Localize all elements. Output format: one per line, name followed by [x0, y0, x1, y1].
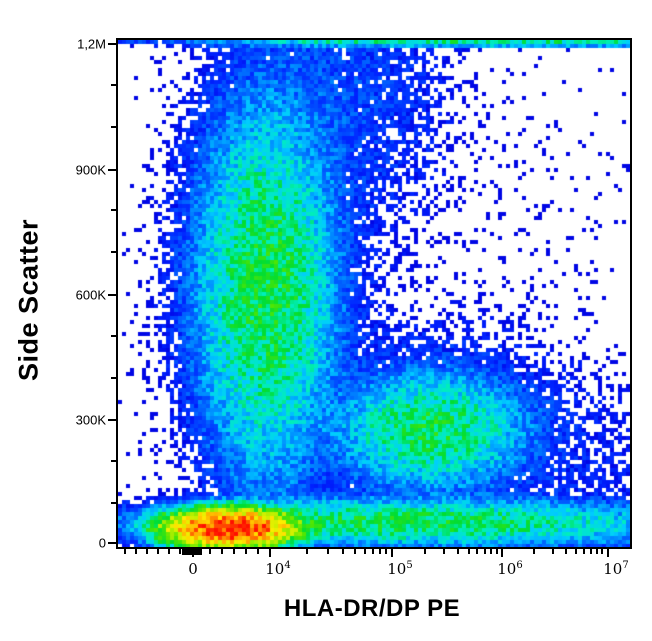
- y-major-tick: [108, 419, 116, 421]
- x-minor-tick: [157, 549, 159, 554]
- y-minor-tick: [111, 335, 116, 337]
- x-minor-tick: [443, 549, 445, 554]
- x-minor-tick: [179, 549, 181, 554]
- x-tick-label: 105: [387, 560, 413, 578]
- plot-frame: [116, 38, 632, 549]
- x-zero-cluster-tick: [190, 549, 192, 555]
- x-axis-title: HLA-DR/DP PE: [283, 595, 461, 622]
- x-minor-tick: [484, 549, 486, 554]
- x-zero-cluster-tick: [188, 549, 190, 555]
- x-minor-tick: [372, 549, 374, 554]
- x-minor-tick: [342, 549, 344, 554]
- x-minor-tick: [379, 549, 381, 554]
- x-minor-tick: [257, 549, 259, 554]
- y-major-tick: [108, 169, 116, 171]
- x-zero-cluster-tick: [182, 549, 184, 555]
- x-minor-tick: [135, 549, 137, 554]
- x-minor-tick: [590, 549, 592, 554]
- x-tick-label: 106: [497, 560, 523, 578]
- y-major-tick: [108, 43, 116, 45]
- x-zero-cluster-tick: [184, 549, 186, 555]
- y-tick-label: 300K: [75, 412, 106, 428]
- x-tick-label: 107: [603, 560, 629, 578]
- x-major-tick: [501, 549, 503, 557]
- x-tick-label: 0: [188, 560, 198, 578]
- y-tick-label: 900K: [75, 162, 106, 178]
- x-minor-tick: [601, 549, 603, 554]
- x-minor-tick: [457, 549, 459, 554]
- density-canvas: [118, 40, 630, 547]
- x-minor-tick: [364, 549, 366, 554]
- y-minor-tick: [111, 377, 116, 379]
- x-zero-cluster-tick: [198, 549, 200, 555]
- x-minor-tick: [424, 549, 426, 554]
- x-minor-tick: [533, 549, 535, 554]
- x-major-tick: [391, 549, 393, 557]
- x-minor-tick: [565, 549, 567, 554]
- x-minor-tick: [496, 549, 498, 554]
- x-major-tick: [607, 549, 609, 557]
- x-minor-tick: [124, 549, 126, 554]
- x-zero-cluster-tick: [186, 549, 188, 555]
- x-minor-tick: [575, 549, 577, 554]
- y-minor-tick: [111, 251, 116, 253]
- x-minor-tick: [552, 549, 554, 554]
- x-minor-tick: [327, 549, 329, 554]
- x-minor-tick: [468, 549, 470, 554]
- x-minor-tick: [583, 549, 585, 554]
- y-tick-label: 0: [98, 535, 106, 551]
- x-zero-cluster-tick: [200, 549, 202, 555]
- x-minor-tick: [354, 549, 356, 554]
- y-minor-tick: [111, 209, 116, 211]
- x-minor-tick: [245, 549, 247, 554]
- x-minor-tick: [490, 549, 492, 554]
- x-zero-cluster-tick: [196, 549, 198, 555]
- x-zero-cluster-tick: [192, 549, 194, 555]
- x-minor-tick: [209, 549, 211, 554]
- x-minor-tick: [221, 549, 223, 554]
- x-minor-tick: [233, 549, 235, 554]
- y-major-tick: [108, 294, 116, 296]
- x-minor-tick: [146, 549, 148, 554]
- y-minor-tick: [111, 502, 116, 504]
- x-minor-tick: [385, 549, 387, 554]
- x-minor-tick: [596, 549, 598, 554]
- y-minor-tick: [111, 84, 116, 86]
- y-minor-tick: [111, 460, 116, 462]
- y-minor-tick: [111, 126, 116, 128]
- x-minor-tick: [476, 549, 478, 554]
- x-minor-tick: [168, 549, 170, 554]
- y-tick-label: 1,2M: [77, 36, 106, 52]
- x-minor-tick: [306, 549, 308, 554]
- y-major-tick: [108, 542, 116, 544]
- x-major-tick: [269, 549, 271, 557]
- y-tick-label: 600K: [75, 287, 106, 303]
- x-tick-label: 104: [265, 560, 291, 578]
- x-zero-cluster-tick: [194, 549, 196, 555]
